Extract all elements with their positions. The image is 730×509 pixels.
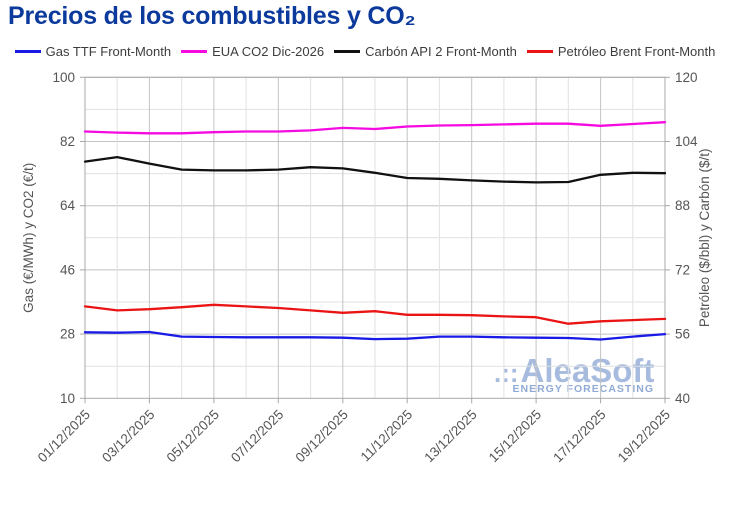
y-left-tick-label: 28 [60, 327, 75, 342]
legend-item-carbon-api2: Carbón API 2 Front-Month [334, 44, 517, 59]
y-left-tick-label: 10 [60, 391, 75, 406]
y-left-axis-title: Gas (€/MWh) y CO2 (€/t) [21, 163, 36, 313]
aleasoft-logo-icon: .:: [494, 358, 519, 388]
legend-label-carbon-api2: Carbón API 2 Front-Month [365, 44, 517, 59]
x-tick-label: 17/12/2025 [550, 407, 608, 465]
legend-line-swatch-gas-ttf [14, 50, 41, 53]
legend-label-eua-co2: EUA CO2 Dic-2026 [212, 44, 325, 59]
y-left-tick-label: 64 [60, 198, 76, 213]
legend-line-swatch-brent [526, 50, 553, 53]
series-line-carbon-api2 [83, 155, 667, 184]
x-tick-label: 05/12/2025 [164, 407, 222, 465]
y-left-tick-label: 82 [60, 134, 75, 149]
aleasoft-tagline: ENERGY FORECASTING [512, 383, 654, 395]
y-right-tick-label: 104 [675, 134, 698, 149]
y-right-tick-label: 72 [675, 262, 690, 277]
aleasoft-name: AleaSoft [520, 352, 655, 389]
legend: Gas TTF Front-Month EUA CO2 Dic-2026 Carbó… [0, 44, 730, 59]
legend-label-gas-ttf: Gas TTF Front-Month [45, 44, 172, 59]
y-left-tick-label: 46 [60, 262, 75, 277]
legend-item-gas-ttf: Gas TTF Front-Month [14, 44, 172, 59]
legend-item-brent: Petróleo Brent Front-Month [526, 44, 716, 59]
y-left-tick-label: 100 [52, 70, 75, 85]
x-tick-label: 09/12/2025 [293, 407, 351, 465]
legend-line-swatch-eua-co2 [181, 50, 208, 53]
legend-item-eua-co2: EUA CO2 Dic-2026 [181, 44, 324, 59]
chart-title: Precios de los combustibles y CO₂ [8, 2, 416, 30]
legend-label-brent: Petróleo Brent Front-Month [557, 44, 716, 59]
x-tick-label: 13/12/2025 [421, 407, 479, 465]
x-tick-label: 19/12/2025 [615, 407, 673, 465]
x-tick-label: 11/12/2025 [358, 407, 416, 465]
x-tick-label: 03/12/2025 [99, 407, 157, 465]
plot-border [84, 76, 666, 399]
y-right-tick-label: 120 [675, 70, 698, 85]
y-right-axis-title: Petróleo ($/bbl) y Carbón ($/t) [697, 149, 712, 328]
x-tick-label: 07/12/2025 [228, 407, 286, 465]
x-tick-label: 01/12/2025 [35, 407, 93, 465]
series-line-gas-ttf [83, 330, 667, 341]
y-right-tick-label: 88 [675, 198, 690, 213]
series-line-brent [83, 303, 667, 325]
x-tick-label: 15/12/2025 [486, 407, 544, 465]
y-right-tick-label: 56 [675, 327, 690, 342]
series-line-eua-co2 [83, 121, 667, 135]
legend-line-swatch-carbon-api2 [334, 50, 361, 53]
aleasoft-watermark: .:: AleaSoft ENERGY FORECASTING [494, 354, 654, 395]
y-right-tick-label: 40 [675, 391, 690, 406]
